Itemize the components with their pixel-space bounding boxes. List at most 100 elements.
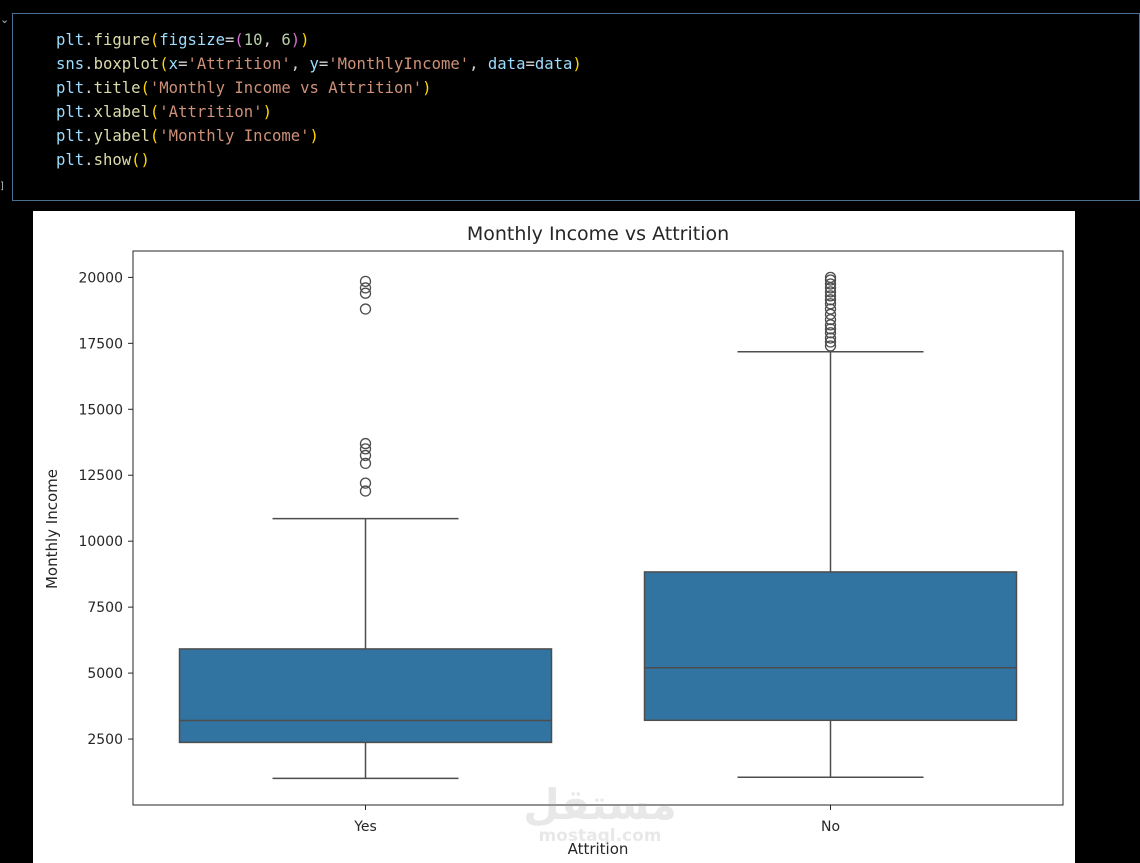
outlier-point: [359, 275, 372, 287]
y-tick-label: 5000: [87, 666, 123, 682]
x-tick-label: Yes: [353, 819, 377, 835]
outlier-point: [824, 286, 837, 298]
code-token: plt: [56, 103, 85, 121]
watermark-logo: مستقل mostaql.com: [523, 780, 677, 846]
code-token: (: [159, 55, 169, 73]
outlier-point: [359, 437, 372, 450]
code-token: .: [84, 79, 94, 97]
cell-collapse-chevron-icon[interactable]: ⌄: [0, 13, 10, 26]
outlier-point: [359, 303, 372, 315]
watermark-url: mostaql.com: [538, 826, 661, 846]
y-tick-label: 12500: [78, 468, 123, 484]
y-tick-label: 2500: [87, 732, 123, 748]
outlier-point: [824, 271, 837, 284]
outlier-point: [359, 282, 372, 294]
code-token: 'Attrition': [187, 55, 291, 73]
watermark-arabic: مستقل: [523, 780, 677, 829]
code-token: plt: [56, 79, 85, 97]
code-token: ,: [290, 55, 310, 73]
code-line: plt.show(): [56, 148, 582, 172]
code-token: (: [149, 127, 160, 145]
x-axis-label: Attrition: [568, 840, 629, 858]
code-token: ,: [469, 55, 488, 73]
box-yes: [178, 648, 553, 744]
code-cell[interactable]: plt.figure(figsize=(10, 6)) sns.boxplot(x…: [12, 13, 1140, 201]
code-token: =: [225, 31, 235, 49]
y-tick-label: 15000: [78, 402, 123, 418]
code-line: plt.figure(figsize=(10, 6)): [56, 28, 582, 52]
code-token: 'Monthly Income': [159, 127, 310, 145]
code-token: show: [93, 151, 132, 169]
code-token: title: [93, 79, 141, 97]
outlier-point: [359, 449, 372, 462]
code-token: ): [309, 127, 319, 145]
code-token: (: [149, 103, 160, 121]
code-line: plt.title('Monthly Income vs Attrition'): [56, 76, 582, 100]
code-token: data: [534, 55, 573, 73]
code-token: .: [84, 103, 94, 121]
code-token: (: [149, 31, 160, 49]
code-token: ): [572, 55, 582, 73]
boxplot-chart: Monthly Income vs Attrition Attrition Mo…: [43, 223, 1064, 858]
outlier-point: [824, 323, 837, 335]
code-token: ): [290, 31, 301, 49]
outlier-point: [824, 298, 837, 310]
y-tick-label: 10000: [78, 534, 123, 550]
code-token: (): [131, 151, 150, 169]
code-token: .: [84, 31, 94, 49]
code-token: 'MonthlyIncome': [328, 55, 470, 73]
code-token: 'Attrition': [159, 103, 263, 121]
cell-output: Monthly Income vs Attrition Attrition Mo…: [33, 211, 1075, 863]
code-token: ylabel: [93, 127, 150, 145]
code-token: ): [262, 103, 272, 121]
outlier-point: [824, 294, 837, 306]
code-token: plt: [56, 31, 85, 49]
code-token: =: [525, 55, 535, 73]
box-no: [643, 571, 1018, 722]
code-token: ,: [262, 31, 282, 49]
code-line: sns.boxplot(x='Attrition', y='MonthlyInc…: [56, 52, 582, 76]
code-token: 10: [243, 31, 263, 49]
code-token: (: [234, 31, 244, 49]
cell-output-bracket: ]: [0, 181, 4, 192]
code-token: (: [140, 79, 150, 97]
y-tick-label: 20000: [78, 270, 123, 286]
outlier-point: [824, 327, 837, 339]
code-token: data: [487, 55, 526, 73]
code-token: figure: [93, 31, 150, 49]
y-tick-label: 17500: [78, 336, 123, 352]
outlier-point: [824, 332, 837, 344]
outlier-point: [824, 303, 837, 315]
outlier-point: [359, 443, 372, 455]
code-token: x: [168, 55, 179, 73]
code-token: .: [84, 55, 94, 73]
y-tick-label: 7500: [87, 600, 123, 616]
code-token: y: [309, 55, 319, 73]
x-tick-label: No: [821, 819, 840, 835]
outlier-point: [824, 336, 837, 348]
code-token: xlabel: [93, 103, 150, 121]
outlier-point: [824, 290, 837, 302]
code-line: plt.ylabel('Monthly Income'): [56, 124, 582, 148]
plot-area: 2500 5000 7500 10000 12500 15000 17500 20000 Yes…: [78, 250, 1064, 835]
outlier-point: [359, 287, 372, 299]
axes-frame: [132, 250, 1064, 806]
code-token: .: [84, 127, 94, 145]
code-token: 6: [281, 31, 291, 49]
y-axis-label: Monthly Income: [43, 469, 61, 589]
code-token: plt: [56, 127, 85, 145]
code-line: plt.xlabel('Attrition'): [56, 100, 582, 124]
outlier-point: [359, 477, 372, 489]
code-token: figsize: [159, 31, 226, 49]
code-token: plt: [56, 151, 85, 169]
code-token: sns: [56, 55, 85, 73]
code-token: ): [300, 31, 310, 49]
code-token: =: [178, 55, 188, 73]
outlier-point: [359, 485, 372, 497]
code-token: .: [84, 151, 94, 169]
code-token: =: [318, 55, 329, 73]
code-token: 'Monthly Income vs Attrition': [149, 79, 423, 97]
outlier-point: [824, 278, 837, 290]
chart-title: Monthly Income vs Attrition: [467, 223, 729, 245]
code-editor[interactable]: plt.figure(figsize=(10, 6)) sns.boxplot(x…: [56, 28, 582, 172]
